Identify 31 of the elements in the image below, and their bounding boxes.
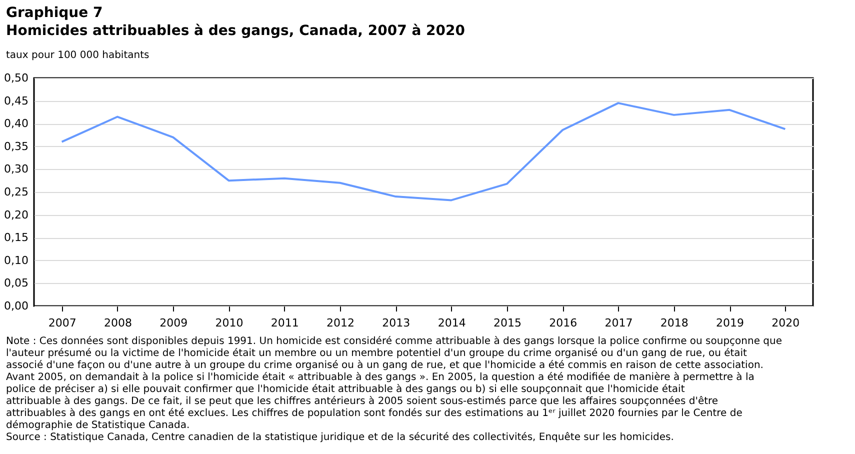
- y-tick-label: 0,45: [4, 94, 28, 108]
- y-tick-label: 0,00: [4, 300, 28, 312]
- x-tick-label: 2016: [549, 316, 578, 330]
- x-tick-label: 2015: [493, 316, 522, 330]
- y-tick-label: 0,20: [4, 208, 28, 222]
- x-tick-label: 2014: [438, 316, 466, 330]
- x-tick-label: 2019: [716, 316, 744, 330]
- text: Note : Ces données sont disponibles depuis 1991. Un homicide est considéré comme attribuable à des gangs lorsque la police confirme ou soupçonne que l'auteur présumé ou la victime de l'homicide était un membre ou un membre potentiel d'un groupe du crime organisé ou d'un gang de rue, ou était associé d'une façon ou d'une autre à un groupe du crime organisé ou à un gang de rue, et que l'homicide a été commis en raison de cette association. Avant 2005, on demandait à la police si l'homicide était « attribuable à des gangs ». En 2005, la question a été modifiée de manière à permettre à la police de préciser a) si elle pouvait confirmer que l'homicide était attribuable à des gangs ou b) si elle soupçonnait que l'homicide était attribuable à des gangs. De ce fait, il se peut que les chiffres antérieurs à 2005 soient sous-estimés parce que les affaires soupçonnées d'être attribuables à des gangs en ont été exclues. Les chiffres de population sont fondés sur des estimations au 1ᵉʳ juillet 2020 fournies par le Centre de démographie de Statistique Canada.: [6, 336, 782, 431]
- chart-title: Graphique 7: [6, 5, 103, 21]
- y-tick-label: 0,15: [4, 231, 28, 244]
- x-tick-label: 2020: [772, 316, 800, 330]
- y-axis-title: taux pour 100 000 habitants: [6, 50, 150, 61]
- x-tick-label: 2018: [660, 316, 688, 330]
- x-tick-label: 2011: [270, 316, 299, 330]
- y-tick-label: 0,50: [4, 72, 28, 84]
- x-tick-label: 2010: [215, 316, 244, 330]
- y-tick-label: 0,10: [4, 254, 28, 267]
- x-tick-label: 2017: [604, 316, 633, 330]
- x-tick-label: 2007: [48, 316, 76, 330]
- y-tick-label: 0,30: [4, 162, 28, 176]
- source-note: Source : Statistique Canada, Centre canadien de la statistique juridique et de la sécurité des collectivités, Enquête sur les homicides.: [6, 432, 674, 443]
- y-tick-label: 0,40: [4, 117, 28, 130]
- line-series: [60, 102, 786, 202]
- x-tick-label: 2008: [104, 316, 132, 330]
- x-tick-label: 2009: [160, 316, 188, 330]
- y-tick-label: 0,05: [4, 276, 28, 290]
- chart-subtitle: Homicides attribuables à des gangs, Canada, 2007 à 2020: [6, 23, 466, 39]
- x-tick-label: 2013: [382, 316, 410, 330]
- y-tick-label: 0,25: [4, 186, 28, 198]
- y-tick-label: 0,35: [4, 140, 28, 153]
- x-tick-label: 2012: [326, 316, 355, 330]
